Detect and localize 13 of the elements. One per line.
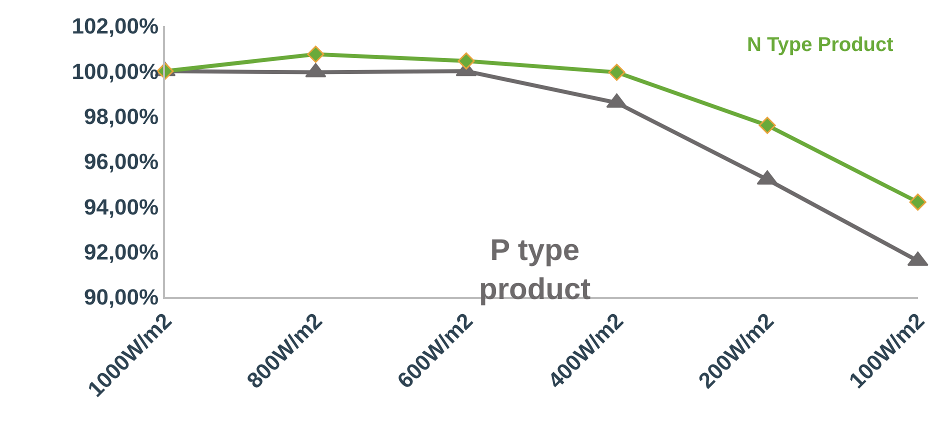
point xyxy=(458,52,475,70)
point xyxy=(758,116,776,134)
y-tick-label: 90,00% xyxy=(84,284,159,310)
y-tick-label: 96,00% xyxy=(84,149,159,174)
y-tick-label: 102,00% xyxy=(72,14,159,39)
y-tick-label: 92,00% xyxy=(84,240,159,265)
y-tick-label: 100,00% xyxy=(72,58,159,84)
text: P type product xyxy=(479,234,591,306)
text: N Type Product xyxy=(747,34,894,56)
y-tick-label: 94,00% xyxy=(84,194,159,220)
point xyxy=(307,46,324,63)
y-tick-label: 98,00% xyxy=(84,104,159,130)
point xyxy=(608,64,626,81)
